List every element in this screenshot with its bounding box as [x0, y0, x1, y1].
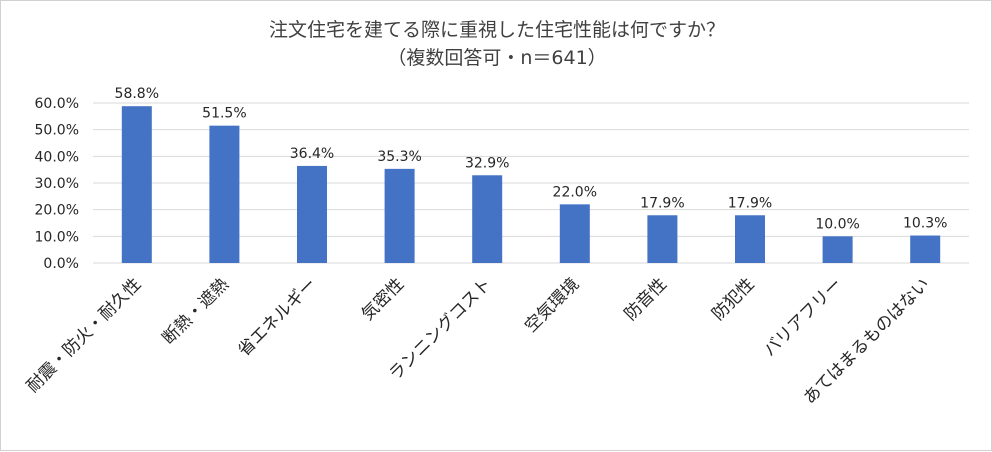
- bar: [647, 215, 678, 263]
- y-tick-label: 0.0%: [43, 256, 79, 272]
- data-label: 58.8%: [115, 86, 159, 102]
- y-tick-label: 60.0%: [35, 96, 79, 112]
- category-label: 気密性: [358, 274, 408, 324]
- bar: [121, 106, 152, 263]
- bar: [209, 125, 240, 264]
- bar: [822, 236, 853, 263]
- category-label: 省エネルギー: [234, 274, 320, 360]
- bar: [910, 235, 941, 263]
- bar: [735, 215, 765, 263]
- y-tick-label: 40.0%: [35, 149, 79, 165]
- data-label: 17.9%: [728, 195, 772, 211]
- data-label: 10.0%: [815, 216, 859, 232]
- bar: [297, 165, 327, 263]
- y-tick-label: 30.0%: [35, 176, 79, 192]
- bars: [121, 106, 941, 264]
- y-tick-label: 20.0%: [35, 203, 79, 219]
- bar: [559, 204, 590, 263]
- category-label: 防犯性: [708, 274, 758, 324]
- data-label: 22.0%: [553, 184, 597, 200]
- data-label: 35.3%: [377, 149, 421, 165]
- category-label: バリアフリー: [760, 274, 846, 360]
- y-tick-label: 50.0%: [35, 123, 79, 139]
- bar: [472, 175, 503, 263]
- y-tick-label: 10.0%: [35, 229, 79, 245]
- data-label: 10.3%: [903, 216, 947, 232]
- data-label: 17.9%: [640, 195, 684, 211]
- chart-title: 注文住宅を建てる際に重視した住宅性能は何ですか？: [269, 19, 725, 41]
- data-labels: 58.8% 51.5% 36.4% 35.3% 32.9% 22.0% 17.9% 17.9%…: [115, 86, 948, 232]
- category-label: 耐震・防火・耐久性: [23, 274, 145, 396]
- y-axis-ticks: 0.0% 10.0% 20.0% 30.0% 40.0% 50.0% 60.0%: [35, 96, 79, 272]
- data-label: 36.4%: [290, 146, 334, 162]
- data-label: 51.5%: [202, 106, 246, 122]
- category-label: 防音性: [621, 274, 671, 324]
- category-label: 空気環境: [521, 274, 583, 336]
- bar: [384, 168, 415, 263]
- data-label: 32.9%: [465, 155, 509, 171]
- chart-subtitle: （複数回答可・n＝641）: [387, 47, 606, 69]
- category-label: 断熱・遮熱: [159, 274, 233, 348]
